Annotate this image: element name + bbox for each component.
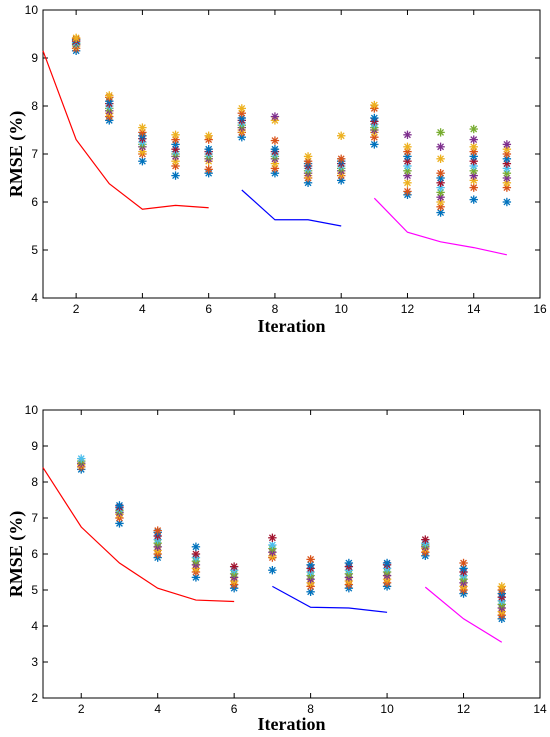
scatter-point <box>436 169 445 178</box>
y-axis-title: RMSE (%) <box>6 511 27 598</box>
y-tick-label: 4 <box>31 291 38 305</box>
chart-bottom: 2 4 6 8 10 12 14 2 3 4 5 6 7 8 9 10 Iteration RMSE (%) <box>6 403 547 734</box>
x-tick-label: 14 <box>533 702 547 716</box>
y-tick-label: 5 <box>31 583 38 597</box>
x-tick-label: 12 <box>457 702 471 716</box>
scatter-point <box>459 558 468 568</box>
scatter-point <box>382 558 392 568</box>
scatter-point <box>370 140 379 149</box>
scatter-point <box>204 145 213 154</box>
x-tick-label: 12 <box>401 302 415 316</box>
scatter-point <box>77 454 86 463</box>
plot-area-frame <box>42 9 541 299</box>
y-tick-label: 8 <box>31 99 38 113</box>
scatter-point <box>436 128 445 137</box>
scatter-point <box>268 540 277 550</box>
y-tick-label: 7 <box>31 147 38 161</box>
series-line-2 <box>424 586 503 643</box>
x-tick-label: 2 <box>78 702 85 716</box>
scatter-point <box>469 183 478 192</box>
x-tick-label: 8 <box>272 302 279 316</box>
scatter-point <box>469 142 478 151</box>
y-tick-label: 3 <box>31 655 38 669</box>
series-line-0 <box>42 467 235 603</box>
scatter-point <box>337 131 346 140</box>
scatter-point <box>115 501 124 510</box>
scatter-point <box>403 130 412 139</box>
x-axis-title: Iteration <box>258 714 326 734</box>
x-tick-label: 10 <box>335 302 349 316</box>
scatter-point <box>436 142 445 151</box>
scatter-point <box>270 112 280 121</box>
scatter-point <box>268 566 277 575</box>
scatter-point <box>105 91 114 100</box>
scatter-point <box>306 555 315 564</box>
scatter-point <box>191 549 201 559</box>
scatter-point <box>403 187 412 196</box>
x-tick-label: 14 <box>467 302 481 316</box>
scatter-point <box>153 526 162 535</box>
scatter-point <box>421 535 430 544</box>
y-tick-label: 10 <box>25 3 39 17</box>
y-tick-label: 7 <box>31 511 38 525</box>
y-axis-title: RMSE (%) <box>6 111 27 198</box>
scatter-point <box>138 157 147 166</box>
scatter-point <box>270 145 280 154</box>
scatter-point <box>370 113 379 123</box>
scatter-point <box>469 135 478 144</box>
scatter-point <box>270 136 280 145</box>
y-tick-label: 6 <box>31 195 38 209</box>
scatter-point <box>229 562 239 571</box>
y-tick-label: 9 <box>31 439 38 453</box>
y-tick-label: 2 <box>31 691 38 705</box>
series-line-0 <box>42 50 209 210</box>
y-tick-label: 4 <box>31 619 38 633</box>
x-tick-label: 6 <box>231 702 238 716</box>
scatter-point <box>502 140 512 149</box>
scatter-point <box>403 142 412 151</box>
series-line-1 <box>272 585 388 613</box>
scatter-point <box>469 124 478 134</box>
scatter-point <box>370 100 379 110</box>
scatter-point <box>403 178 412 187</box>
x-tick-label: 16 <box>533 302 547 316</box>
y-tick-label: 8 <box>31 475 38 489</box>
scatter-point <box>191 542 201 551</box>
scatter-point <box>204 165 213 174</box>
y-tick-label: 9 <box>31 51 38 65</box>
scatter-point <box>138 123 147 132</box>
scatter-point <box>502 197 512 207</box>
plot-area-frame <box>42 409 541 699</box>
scatter-point <box>303 152 313 161</box>
scatter-point <box>237 104 246 113</box>
series-line-1 <box>241 189 342 227</box>
scatter-point <box>337 154 346 163</box>
scatter-point <box>171 130 180 139</box>
x-tick-label: 8 <box>307 702 314 716</box>
scatter-point <box>469 195 478 204</box>
y-tick-label: 10 <box>25 403 39 417</box>
scatter-point <box>344 558 354 568</box>
x-axis-title: Iteration <box>258 316 326 336</box>
scatter-point <box>497 582 506 591</box>
scatter-point <box>171 171 180 180</box>
scatter-point <box>71 33 81 43</box>
y-tick-label: 6 <box>31 547 38 561</box>
x-tick-label: 10 <box>380 702 394 716</box>
scatter-point <box>436 154 445 163</box>
scatter-point <box>204 131 213 140</box>
y-tick-label: 5 <box>31 243 38 257</box>
scatter-point <box>459 564 468 573</box>
x-tick-label: 2 <box>73 302 80 316</box>
chart-top: 2 4 6 8 10 12 14 16 4 5 6 7 8 9 10 Iteration RMSE (%) <box>6 3 547 336</box>
x-tick-label: 4 <box>139 302 146 316</box>
x-tick-label: 4 <box>154 702 161 716</box>
x-tick-label: 6 <box>205 302 212 316</box>
series-line-2 <box>373 197 507 256</box>
scatter-point <box>268 533 277 542</box>
